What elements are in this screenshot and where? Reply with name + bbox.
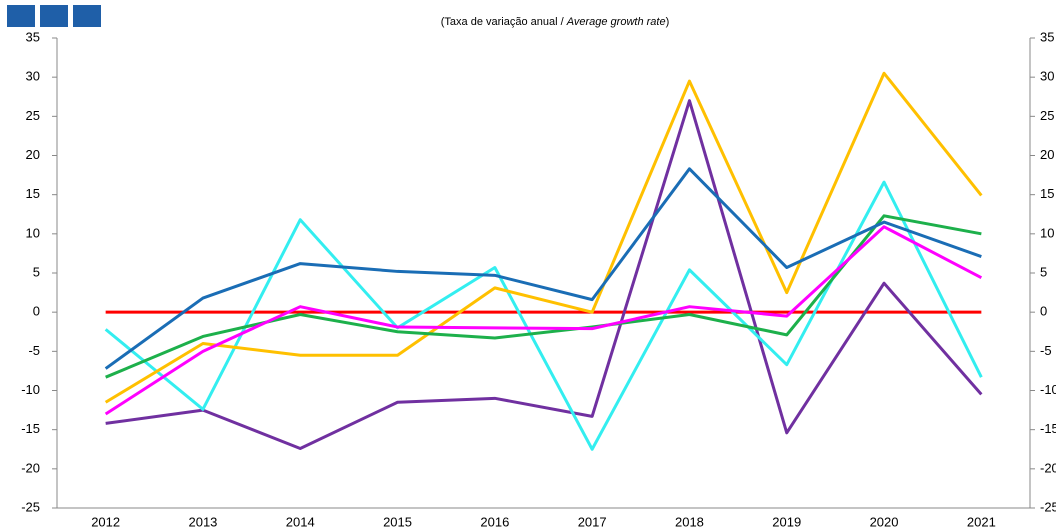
- y-tick-label: 35: [26, 29, 40, 44]
- logo-block: [40, 5, 68, 27]
- y-tick-label: 5: [33, 264, 40, 279]
- x-tick-label: 2017: [578, 514, 607, 529]
- series-line: [105, 99, 983, 450]
- y-tick-label: -15: [21, 421, 40, 436]
- subtitle-part: Average growth rate: [566, 16, 666, 28]
- y-tick-label: 0: [33, 304, 40, 319]
- chart-subtitle: (Taxa de variação anual / Average growth…: [441, 16, 670, 28]
- y-tick-label: -20: [21, 460, 40, 475]
- y-tick-label: 10: [26, 225, 40, 240]
- y-tick-label-right: 10: [1040, 225, 1054, 240]
- y-tick-label-right: -15: [1040, 421, 1056, 436]
- y-tick-label-right: -5: [1040, 343, 1052, 358]
- y-tick-label-right: 5: [1040, 264, 1047, 279]
- x-tick-label: 2012: [91, 514, 120, 529]
- y-tick-label: -25: [21, 499, 40, 514]
- y-tick-label-right: -20: [1040, 460, 1056, 475]
- y-tick-label-right: -10: [1040, 382, 1056, 397]
- x-tick-label: 2019: [772, 514, 801, 529]
- y-tick-label: 20: [26, 147, 40, 162]
- x-tick-label: 2020: [870, 514, 899, 529]
- x-tick-label: 2018: [675, 514, 704, 529]
- logo: [7, 5, 101, 27]
- x-tick-label: 2021: [967, 514, 996, 529]
- y-tick-label: 25: [26, 108, 40, 123]
- y-tick-label: 30: [26, 69, 40, 84]
- series-line: [104, 180, 983, 451]
- subtitle-part: (Taxa de variação anual /: [441, 16, 567, 28]
- x-tick-label: 2015: [383, 514, 412, 529]
- y-tick-label-right: 15: [1040, 186, 1054, 201]
- x-tick-label: 2014: [286, 514, 315, 529]
- y-tick-label-right: 20: [1040, 147, 1054, 162]
- series-line: [104, 71, 983, 404]
- y-tick-label: -10: [21, 382, 40, 397]
- x-tick-label: 2013: [188, 514, 217, 529]
- series-line: [104, 225, 983, 416]
- subtitle-part: ): [666, 16, 670, 28]
- y-tick-label-right: 30: [1040, 69, 1054, 84]
- y-tick-label-right: 25: [1040, 108, 1054, 123]
- logo-block: [73, 5, 101, 27]
- y-tick-label: 15: [26, 186, 40, 201]
- y-tick-label: -5: [28, 343, 40, 358]
- series-line: [104, 167, 982, 370]
- y-tick-label-right: 0: [1040, 304, 1047, 319]
- logo-block: [7, 5, 35, 27]
- series-line: [105, 214, 982, 379]
- x-tick-label: 2016: [480, 514, 509, 529]
- y-tick-label-right: 35: [1040, 29, 1054, 44]
- y-tick-label-right: -25: [1040, 499, 1056, 514]
